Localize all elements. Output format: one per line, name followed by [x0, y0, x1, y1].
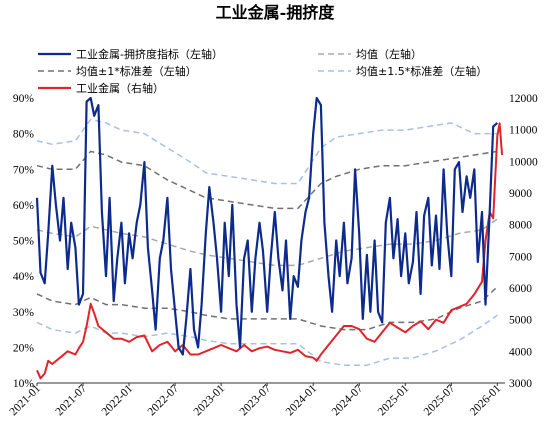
- series-layer: [35, 96, 504, 380]
- y-right-tick-label: 8000: [509, 220, 532, 232]
- legend-label: 均值（左轴）: [356, 47, 422, 61]
- y-left-tick-label: 80%: [13, 129, 35, 141]
- x-tick-label: 2022-07: [146, 382, 182, 418]
- legend-label: 均值±1*标准差（左轴）: [76, 64, 197, 78]
- y-right-tick-label: 4000: [509, 346, 532, 358]
- axes: 10% 20% 30% 40% 50% 60% 70% 80% 90% 3000 4000 5000 6…: [8, 93, 538, 418]
- y-left-tick-label: 10%: [13, 378, 35, 390]
- series-line-5: [36, 314, 498, 366]
- y-left-tick-label: 30%: [13, 307, 35, 319]
- x-tick-label: 2023-01: [192, 382, 228, 418]
- y-left-tick-label: 50%: [13, 236, 35, 248]
- x-tick-label: 2024-01: [284, 382, 320, 418]
- x-tick-label: 2025-01: [376, 382, 412, 418]
- series-line-6: [36, 122, 504, 380]
- y-right-tick-label: 6000: [509, 283, 532, 295]
- x-tick-label: 2022-01: [100, 382, 136, 418]
- x-tick-label: 2025-07: [422, 382, 458, 418]
- y-right-tick-label: 11000: [509, 125, 538, 137]
- legend: 工业金属-拥挤度指标（左轴） 均值（左轴） 均值±1*标准差（左轴） 均值±1.5*标…: [38, 47, 487, 95]
- y-left-tick-label: 70%: [13, 164, 35, 176]
- legend-label: 工业金属-拥挤度指标（左轴）: [76, 47, 223, 61]
- y-left-tick-label: 60%: [13, 200, 35, 212]
- chart-title: 工业金属-拥挤度: [216, 3, 336, 22]
- y-right-tick-label: 3000: [509, 378, 532, 390]
- y-left-tick-label: 90%: [13, 93, 35, 105]
- y-right-tick-label: 10000: [509, 156, 538, 168]
- y-right-tick-label: 5000: [509, 315, 532, 327]
- x-tick-label: 2026-01: [468, 382, 504, 418]
- x-tick-label: 2021-07: [54, 382, 90, 418]
- series-line-0: [35, 96, 499, 356]
- legend-label: 均值±1.5*标准差（左轴）: [356, 64, 487, 78]
- series-line-1: [36, 218, 498, 267]
- y-right-tick-label: 12000: [509, 93, 538, 105]
- series-line-4: [36, 118, 498, 185]
- legend-label: 工业金属（右轴）: [76, 81, 164, 95]
- y-right-tick-label: 7000: [509, 251, 532, 263]
- y-left-tick-label: 20%: [13, 342, 35, 354]
- y-right-tick-label: 9000: [509, 188, 532, 200]
- x-tick-label: 2024-07: [330, 382, 366, 418]
- x-tick-label: 2023-07: [238, 382, 274, 418]
- y-left-tick-label: 40%: [13, 271, 35, 283]
